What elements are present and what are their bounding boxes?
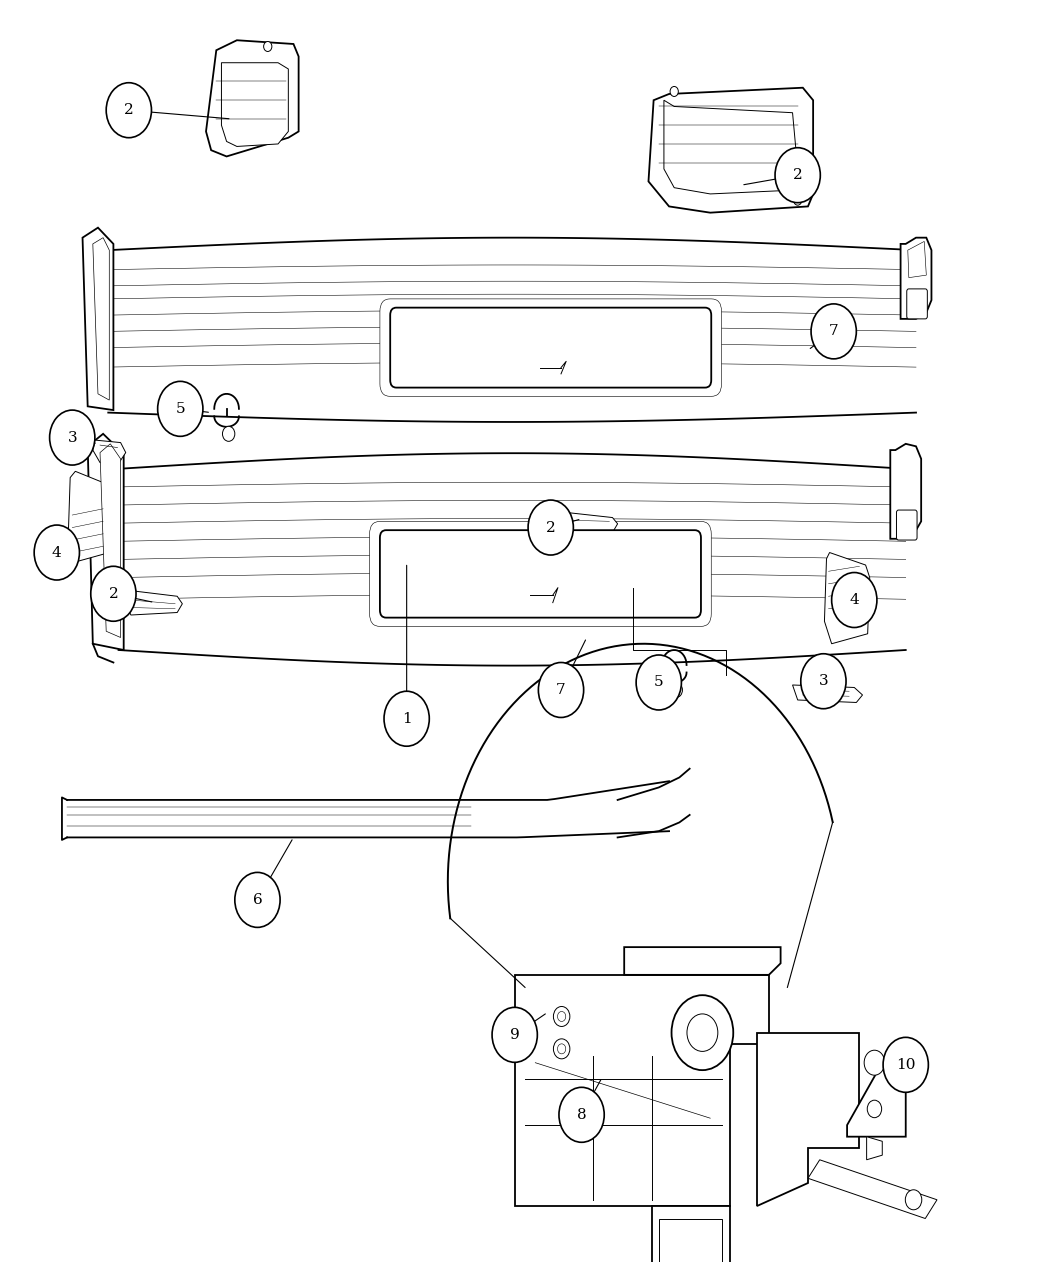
Text: 4: 4 [51, 546, 62, 560]
Circle shape [775, 148, 820, 203]
Circle shape [49, 411, 94, 465]
Circle shape [35, 525, 80, 580]
Text: 3: 3 [819, 674, 828, 688]
Text: 2: 2 [108, 586, 119, 601]
Circle shape [670, 682, 682, 697]
Circle shape [264, 42, 272, 51]
Polygon shape [901, 237, 931, 319]
Polygon shape [124, 590, 183, 615]
Polygon shape [100, 444, 121, 638]
FancyBboxPatch shape [897, 510, 917, 541]
Polygon shape [83, 228, 113, 411]
Polygon shape [890, 444, 921, 539]
FancyBboxPatch shape [380, 530, 701, 617]
Polygon shape [793, 685, 862, 703]
Polygon shape [652, 1206, 730, 1269]
Circle shape [801, 654, 846, 709]
Polygon shape [92, 237, 109, 400]
FancyBboxPatch shape [391, 307, 711, 388]
Polygon shape [808, 1160, 937, 1219]
Text: 8: 8 [576, 1108, 586, 1122]
Polygon shape [908, 241, 926, 278]
Polygon shape [92, 440, 126, 465]
Polygon shape [664, 101, 798, 194]
Circle shape [235, 872, 280, 927]
Circle shape [832, 572, 877, 627]
Circle shape [559, 1088, 604, 1142]
Polygon shape [87, 434, 124, 650]
Circle shape [794, 195, 802, 205]
Polygon shape [757, 1033, 859, 1206]
Circle shape [492, 1007, 538, 1062]
Polygon shape [206, 41, 298, 157]
Text: 10: 10 [896, 1058, 916, 1072]
Circle shape [223, 426, 235, 441]
FancyBboxPatch shape [380, 298, 721, 397]
Circle shape [553, 1039, 570, 1058]
Circle shape [558, 1011, 566, 1021]
Circle shape [528, 500, 573, 555]
Polygon shape [824, 552, 869, 644]
FancyBboxPatch shape [370, 521, 711, 626]
Polygon shape [649, 88, 813, 213]
Text: 7: 7 [828, 324, 839, 338]
Circle shape [670, 87, 678, 97]
Circle shape [905, 1190, 922, 1210]
Text: 2: 2 [124, 103, 133, 117]
Circle shape [672, 996, 733, 1070]
Circle shape [864, 1051, 885, 1075]
Circle shape [558, 1044, 566, 1054]
FancyBboxPatch shape [907, 289, 927, 319]
Text: 2: 2 [793, 168, 802, 182]
Text: 9: 9 [510, 1028, 520, 1042]
Polygon shape [847, 1056, 906, 1137]
Polygon shape [222, 62, 289, 147]
Polygon shape [624, 947, 780, 975]
Circle shape [90, 566, 136, 621]
Polygon shape [68, 472, 111, 562]
Polygon shape [866, 1137, 882, 1160]
Text: 6: 6 [253, 892, 262, 907]
Text: 3: 3 [67, 431, 77, 445]
Polygon shape [552, 511, 617, 536]
Circle shape [553, 1006, 570, 1026]
Circle shape [636, 655, 681, 710]
Circle shape [158, 381, 203, 436]
Circle shape [883, 1038, 928, 1093]
Text: 7: 7 [556, 683, 566, 697]
Text: 5: 5 [654, 676, 664, 690]
Circle shape [811, 303, 857, 358]
Text: 1: 1 [402, 711, 412, 725]
FancyBboxPatch shape [659, 1219, 722, 1262]
Text: 4: 4 [849, 593, 859, 607]
Text: 2: 2 [546, 520, 555, 534]
Circle shape [106, 83, 151, 138]
Circle shape [539, 663, 584, 718]
Circle shape [867, 1100, 882, 1118]
Circle shape [384, 691, 429, 746]
Text: 5: 5 [175, 402, 185, 416]
Polygon shape [514, 975, 769, 1206]
Circle shape [687, 1014, 718, 1052]
